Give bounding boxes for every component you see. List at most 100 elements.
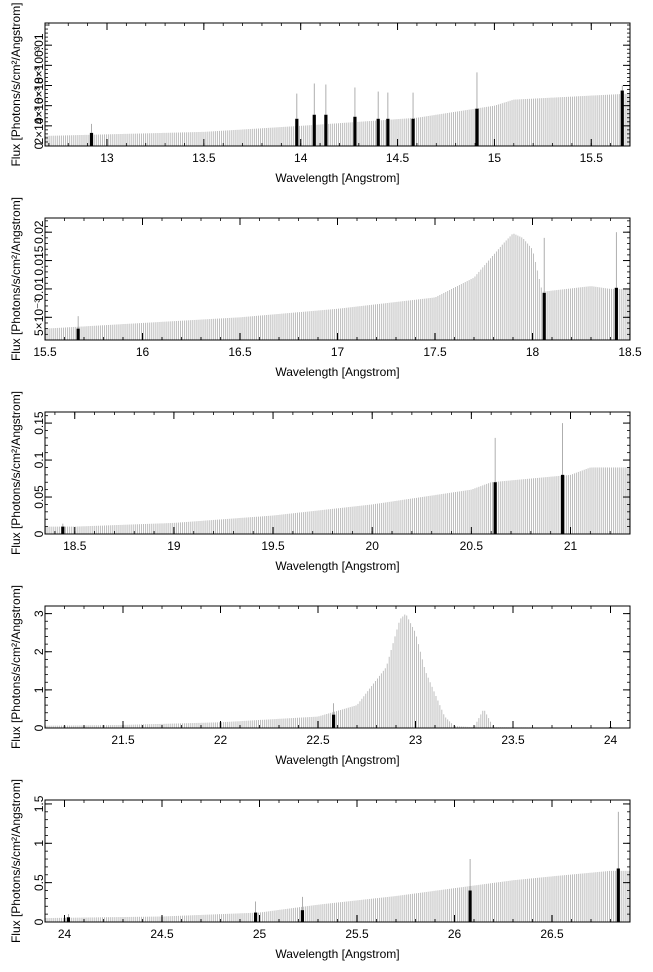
x-tick-label: 18.5 (618, 345, 642, 359)
continuum-series (45, 870, 630, 922)
line-bar (353, 116, 357, 146)
spectrum-panel-3: 18.5 19 19.5 20 20.5 21 0 0.05 0.1 0.15 Wavelength… (9, 391, 631, 573)
y-tick-label: 0.15 (32, 411, 46, 435)
plot-frame (44, 605, 631, 729)
x-tick-label: 22 (214, 733, 228, 747)
x-axis-label: Wavelength [Angstrom] (275, 171, 399, 185)
x-tick-label: 18.5 (63, 539, 87, 553)
line-bar (616, 868, 620, 922)
spectrum-panel-1: 13 13.5 14 14.5 15 15.5 02×10⁻³4×10⁻³6×10⁻³8×1… (9, 2, 631, 185)
x-tick-label: 14 (294, 151, 308, 165)
x-tick-label: 23.5 (501, 733, 525, 747)
x-tick-label: 13.5 (192, 151, 216, 165)
y-tick-label: 5×10⁻³ (32, 299, 46, 336)
line-bar (89, 132, 94, 146)
y-tick-label: 0 (32, 724, 46, 731)
y-tick-label: 1.5 (32, 795, 46, 812)
line-bar (468, 890, 472, 922)
y-tick-label: 6×10⁻³ (32, 67, 46, 104)
x-tick-label: 20 (366, 539, 380, 553)
x-tick-label: 15.5 (580, 151, 604, 165)
y-axis-label: Flux [Photons/s/cm²/Angstrom] (9, 197, 23, 361)
x-tick-label: 15.5 (33, 345, 57, 359)
plot-frame (44, 217, 631, 341)
y-tick-label: 2 (32, 648, 46, 655)
x-tick-label: 19 (167, 539, 181, 553)
y-tick-label: 4×10⁻³ (32, 87, 46, 124)
x-axis-label: Wavelength [Angstrom] (275, 753, 399, 767)
x-tick-label: 18 (526, 345, 540, 359)
line-bar (542, 292, 546, 340)
continuum-series (45, 93, 630, 146)
line-bar (614, 287, 618, 340)
line-bar (386, 118, 390, 146)
y-tick-label: 0 (32, 142, 46, 149)
x-axis-label: Wavelength [Angstrom] (275, 365, 399, 379)
line-bar (66, 917, 70, 922)
y-tick-label: 0.015 (32, 245, 46, 275)
x-tick-label: 21.5 (111, 733, 135, 747)
x-tick-label: 26.5 (540, 927, 564, 941)
line-bar (493, 482, 497, 534)
line-bar (61, 526, 65, 534)
x-tick-label: 17.5 (423, 345, 447, 359)
line-bar (376, 118, 380, 146)
line-bar (312, 114, 316, 146)
line-bar (300, 910, 304, 922)
y-tick-label: 8×10⁻³ (32, 47, 46, 84)
x-tick-label: 21 (564, 539, 578, 553)
x-tick-label: 24.5 (150, 927, 174, 941)
y-tick-label: 0.05 (32, 485, 46, 509)
x-axis-label: Wavelength [Angstrom] (275, 947, 399, 961)
line-series (61, 423, 565, 534)
y-axis-label: Flux [Photons/s/cm²/Angstrom] (9, 391, 23, 555)
y-axis-label: Flux [Photons/s/cm²/Angstrom] (9, 2, 23, 166)
x-tick-label: 23 (409, 733, 423, 747)
x-tick-label: 24 (604, 733, 618, 747)
y-tick-label: 1 (32, 840, 46, 847)
x-tick-label: 16 (136, 345, 150, 359)
line-series (76, 232, 618, 340)
continuum-series (45, 467, 630, 534)
x-axis-label: Wavelength [Angstrom] (275, 559, 399, 573)
plot-frame (44, 799, 631, 923)
x-tick-label: 17 (331, 345, 345, 359)
y-tick-label: 0.01 (32, 277, 46, 301)
line-bar (560, 474, 565, 534)
continuum-series (45, 614, 630, 728)
x-tick-label: 24 (58, 927, 72, 941)
x-tick-label: 26 (448, 927, 462, 941)
x-tick-label: 14.5 (386, 151, 410, 165)
line-bar (411, 118, 415, 146)
line-bar (254, 912, 258, 922)
plot-frame (44, 22, 631, 147)
line-bar (620, 90, 624, 146)
y-tick-label: 0.01 (32, 33, 46, 57)
x-tick-label: 25.5 (345, 927, 369, 941)
x-tick-label: 15 (488, 151, 502, 165)
continuum-series (45, 233, 630, 340)
y-tick-label: 0.02 (32, 220, 46, 244)
y-tick-label: 0 (32, 530, 46, 537)
line-bar (324, 114, 328, 146)
y-tick-label: 0.5 (32, 874, 46, 891)
y-axis-label: Flux [Photons/s/cm²/Angstrom] (9, 585, 23, 749)
y-tick-label: 0.1 (32, 451, 46, 468)
line-series (66, 811, 620, 922)
line-bar (295, 118, 299, 146)
line-series (89, 72, 624, 146)
y-axis-label: Flux [Photons/s/cm²/Angstrom] (9, 779, 23, 943)
x-tick-label: 16.5 (228, 345, 252, 359)
y-tick-label: 2×10⁻³ (32, 107, 46, 144)
x-tick-label: 22.5 (306, 733, 330, 747)
y-tick-label: 1 (32, 686, 46, 693)
plot-frame (44, 411, 631, 535)
line-bar (332, 714, 336, 728)
x-tick-label: 20.5 (460, 539, 484, 553)
y-tick-label: 3 (32, 610, 46, 617)
x-tick-label: 13 (100, 151, 114, 165)
x-tick-label: 19.5 (261, 539, 285, 553)
line-bar (475, 108, 479, 146)
